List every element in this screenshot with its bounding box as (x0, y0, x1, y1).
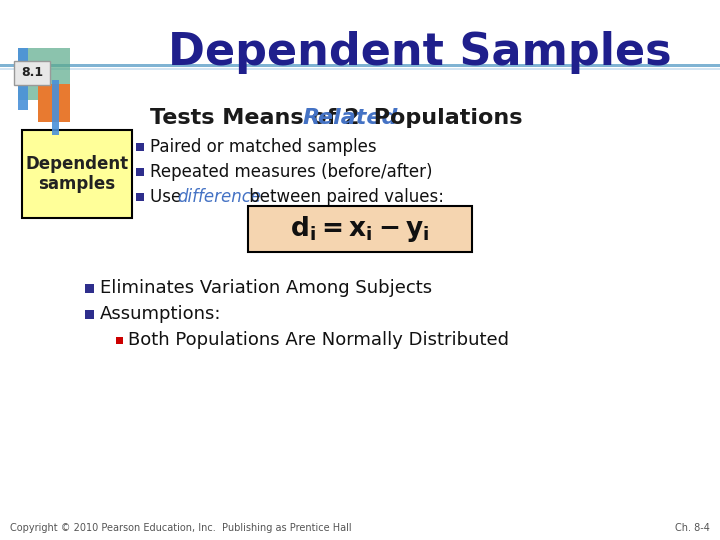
Text: between paired values:: between paired values: (244, 188, 444, 206)
Text: Copyright © 2010 Pearson Education, Inc.  Publishing as Prentice Hall: Copyright © 2010 Pearson Education, Inc.… (10, 523, 351, 533)
Text: 8.1: 8.1 (21, 66, 43, 79)
Text: Paired or matched samples: Paired or matched samples (150, 138, 377, 156)
Bar (18, 48, 28, 110)
Text: Tests Means of 2: Tests Means of 2 (150, 108, 367, 128)
Text: Populations: Populations (366, 108, 523, 128)
Text: Assumptions:: Assumptions: (100, 305, 222, 323)
Bar (136, 168, 144, 176)
Text: Both Populations Are Normally Distributed: Both Populations Are Normally Distribute… (128, 331, 509, 349)
Text: difference: difference (177, 188, 261, 206)
Text: Ch. 8-4: Ch. 8-4 (675, 523, 710, 533)
Bar (14, 61, 50, 85)
Bar (0, 68, 720, 70)
Text: Repeated measures (before/after): Repeated measures (before/after) (150, 163, 433, 181)
Bar (136, 193, 144, 201)
Bar (136, 143, 144, 151)
Bar (18, 48, 70, 100)
Text: Dependent
samples: Dependent samples (25, 154, 129, 193)
Bar (85, 284, 94, 293)
Text: $\mathbf{d_i = x_i - y_i}$: $\mathbf{d_i = x_i - y_i}$ (290, 214, 430, 244)
Text: Related: Related (303, 108, 398, 128)
FancyBboxPatch shape (248, 206, 472, 252)
Text: Eliminates Variation Among Subjects: Eliminates Variation Among Subjects (100, 279, 432, 297)
Bar (116, 336, 123, 343)
Bar (38, 84, 70, 122)
Text: Dependent Samples: Dependent Samples (168, 30, 672, 73)
Bar (52, 80, 59, 135)
Bar (0, 64, 720, 67)
FancyBboxPatch shape (22, 130, 132, 218)
Bar (85, 309, 94, 319)
Text: Use: Use (150, 188, 186, 206)
